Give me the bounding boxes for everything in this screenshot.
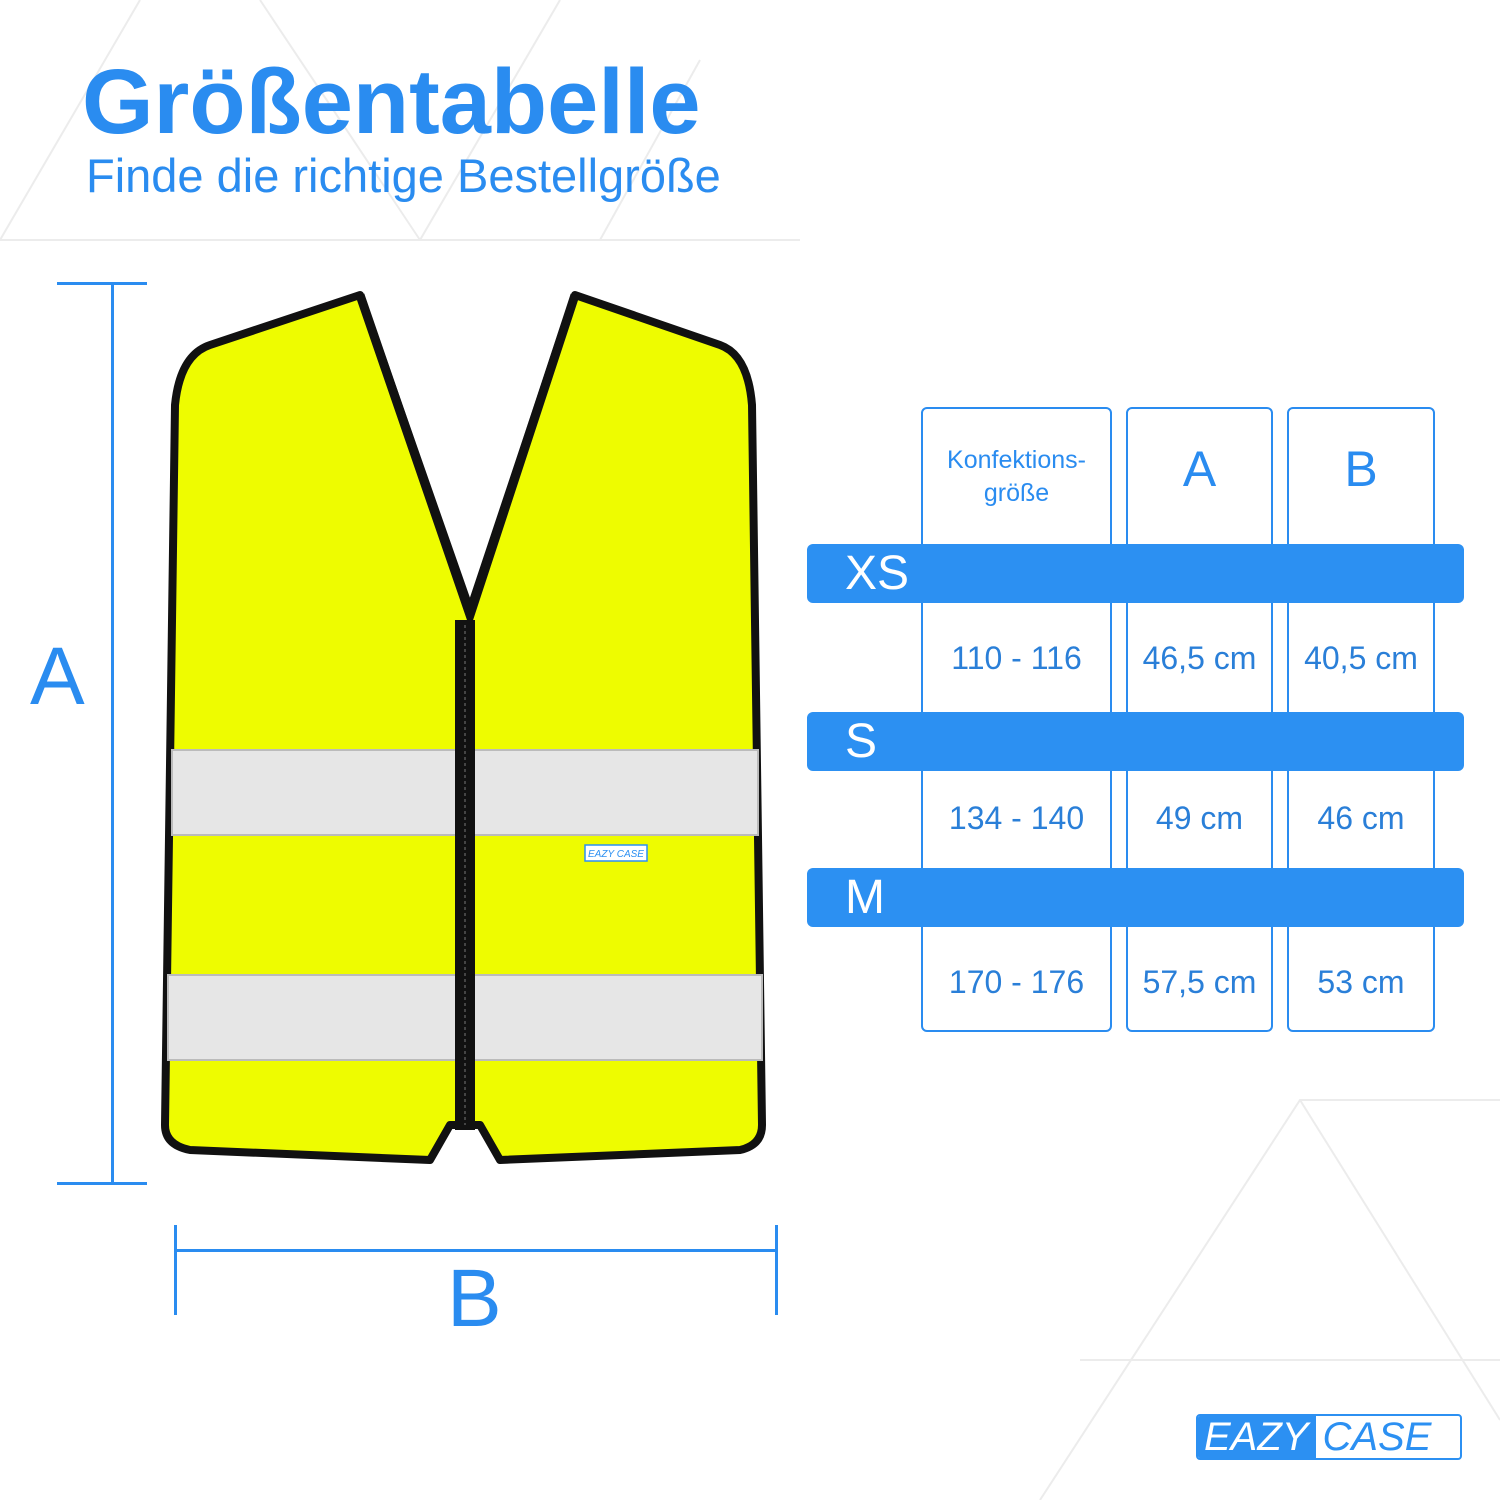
dimension-a-top-tick [57,282,147,285]
cell-xs-size: 110 - 116 [951,640,1082,676]
zipper [455,620,475,1130]
dimension-b-left-tick [174,1225,177,1315]
vest-image: EAZY CASE [161,291,766,1164]
header-size-line2: größe [983,479,1050,507]
cell-s-size: 134 - 140 [948,800,1085,836]
dimension-b-label: B [447,1253,502,1344]
logo-part1: EAZY [1198,1416,1317,1458]
dimension-b-line [175,1249,777,1252]
size-band-m: M [807,868,1464,927]
cell-m-b: 53 cm [1317,964,1405,1000]
cell-s-a: 49 cm [1155,800,1244,836]
size-band-xs: XS [807,544,1464,603]
header-size: Konfektions- größe [921,444,1112,510]
cell-s-b: 46 cm [1317,800,1405,836]
cell-m-size: 170 - 176 [948,964,1085,1000]
size-band-s: S [807,712,1464,771]
vest-neck-trim [355,293,580,630]
header-a: A [1182,441,1217,497]
cell-xs-b: 40,5 cm [1304,640,1418,676]
brand-label [584,844,648,862]
header-b: B [1344,441,1378,497]
dimension-a-label: A [30,631,85,722]
brand-logo: EAZY CASE [1196,1414,1462,1460]
cell-m-a: 57,5 cm [1142,964,1257,1000]
page-title: Größentabelle [82,51,701,153]
page-subtitle: Finde die richtige Bestellgröße [86,149,721,202]
dimension-a-line [111,283,114,1183]
brand-label-text: EAZY CASE [588,849,644,860]
logo-part2: CASE [1316,1416,1438,1458]
dimension-a-bottom-tick [57,1182,147,1185]
cell-xs-a: 46,5 cm [1142,640,1257,676]
header-size-line1: Konfektions- [947,446,1086,474]
dimension-b-right-tick [775,1225,778,1315]
